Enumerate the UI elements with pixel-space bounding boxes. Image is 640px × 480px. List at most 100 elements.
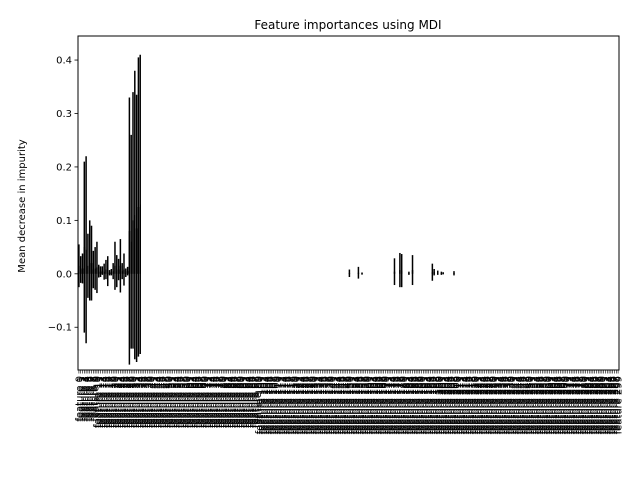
x-tick-label: feature 84 [226,376,237,428]
x-tick-label: feature 218 [468,376,479,434]
x-tick-label: feature 2 [78,376,89,422]
x-tick-label: feature 131 [311,376,322,434]
x-tick-label: feature 265 [552,376,563,434]
x-tick-label: feature 184 [406,376,417,434]
x-tick-label: feature 229 [487,376,498,434]
x-tick-label: feature 296 [608,376,619,434]
x-tick-label: feature 286 [590,376,601,434]
x-tick-label: feature 159 [361,376,372,434]
x-tick-label: feature 50 [165,376,176,428]
y-tick-label: 0.2 [56,162,72,173]
x-tick-label: feature 141 [329,376,340,434]
x-tick-label: feature 112 [276,376,287,434]
x-tick-label: feature 76 [211,376,222,428]
x-tick-label: feature 272 [565,376,576,434]
x-tick-label: feature 255 [534,376,545,434]
x-tick-label: feature 20 [110,376,121,428]
x-tick-label: feature 294 [605,376,616,434]
x-tick-label: feature 5 [83,376,94,422]
x-tick-label: feature 274 [569,376,580,434]
x-tick-label: feature 91 [239,376,250,428]
x-tick-label: feature 284 [587,376,598,434]
x-tick-label: feature 143 [332,376,343,434]
x-tick-label: feature 168 [377,376,388,434]
x-tick-label: feature 35 [138,376,149,428]
x-tick-label: feature 173 [386,376,397,434]
x-tick-label: feature 289 [596,376,607,434]
x-tick-label: feature 60 [183,376,194,428]
x-tick-label: feature 47 [159,376,170,428]
y-tick-label: 0.4 [56,56,72,67]
x-tick-label: feature 116 [284,376,295,434]
x-tick-label: feature 185 [408,376,419,434]
x-tick-label: feature 135 [318,376,329,434]
x-tick-label: feature 155 [354,376,365,434]
x-tick-label: feature 138 [323,376,334,434]
x-tick-label: feature 98 [251,376,262,428]
x-tick-label: feature 74 [208,376,219,428]
x-tick-label: feature 204 [442,376,453,434]
x-tick-label: feature 128 [305,376,316,434]
x-tick-label: feature 154 [352,376,363,434]
x-tick-label: feature 88 [233,376,244,428]
x-tick-label: feature 73 [206,376,217,428]
x-tick-label: feature 194 [424,376,435,434]
y-tick-label: 0.3 [56,109,72,120]
x-tick-label: feature 108 [269,376,280,434]
x-tick-label: feature 7 [87,376,98,422]
x-tick-label: feature 189 [415,376,426,434]
x-tick-label: feature 187 [412,376,423,434]
x-tick-label: feature 21 [112,376,123,428]
x-tick-label: feature 199 [433,376,444,434]
x-tick-label: feature 107 [267,376,278,434]
x-tick-label: feature 191 [419,376,430,434]
x-tick-label: feature 277 [574,376,585,434]
x-tick-label: feature 249 [523,376,534,434]
x-tick-label: feature 212 [457,376,468,434]
x-tick-label: feature 22 [114,376,125,428]
x-tick-label: feature 214 [460,376,471,434]
x-tick-label: feature 275 [570,376,581,434]
x-tick-label: feature 266 [554,376,565,434]
x-tick-label: feature 140 [327,376,338,434]
x-tick-label: feature 77 [213,376,224,428]
x-tick-label: feature 290 [597,376,608,434]
x-tick-label: feature 79 [217,376,228,428]
x-tick-label: feature 148 [341,376,352,434]
x-tick-label: feature 242 [511,376,522,434]
x-tick-label: feature 89 [235,376,246,428]
x-tick-label: feature 37 [141,376,152,428]
x-tick-label: feature 52 [168,376,179,428]
x-tick-label: feature 298 [612,376,623,434]
x-tick-label: feature 132 [312,376,323,434]
x-tick-label: feature 120 [291,376,302,434]
x-tick-label: feature 75 [210,376,221,428]
x-tick-label: feature 182 [403,376,414,434]
x-tick-label: feature 94 [244,376,255,428]
x-tick-label: feature 96 [248,376,259,428]
x-tick-label: feature 244 [514,376,525,434]
x-tick-label: feature 103 [260,376,271,434]
x-tick-label: feature 109 [271,376,282,434]
x-tick-label: feature 136 [320,376,331,434]
x-tick-label: feature 264 [550,376,561,434]
x-tick-label: feature 69 [199,376,210,428]
x-tick-label: feature 259 [541,376,552,434]
x-tick-label: feature 145 [336,376,347,434]
x-tick-label: feature 213 [459,376,470,434]
x-tick-label: feature 9 [91,376,102,422]
x-tick-label: feature 151 [347,376,358,434]
x-tick-label: feature 169 [379,376,390,434]
x-tick-label: feature 32 [132,376,143,428]
x-tick-label: feature 152 [349,376,360,434]
x-tick-label: feature 1 [76,376,87,422]
x-tick-label: feature 122 [294,376,305,434]
x-tick-label: feature 119 [289,376,300,434]
x-tick-label: feature 51 [166,376,177,428]
x-tick-label: feature 203 [440,376,451,434]
x-tick-label: feature 193 [422,376,433,434]
x-tick-label: feature 262 [547,376,558,434]
x-tick-label: feature 124 [298,376,309,434]
error-bars [78,54,455,365]
x-tick-label: feature 95 [246,376,257,428]
